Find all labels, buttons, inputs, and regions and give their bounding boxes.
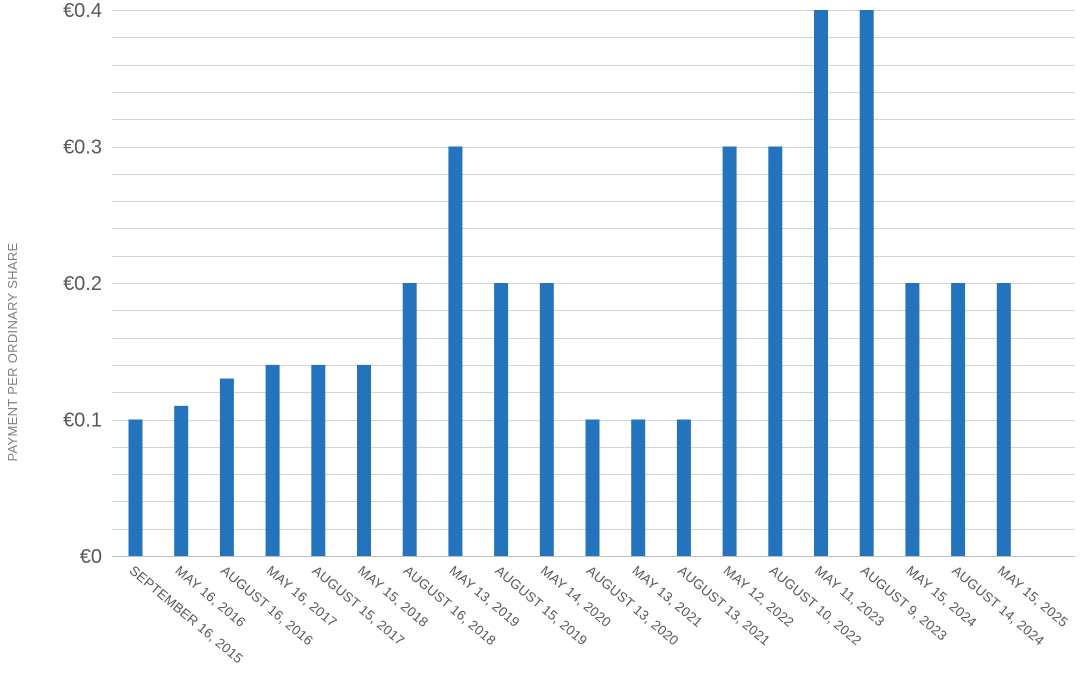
bar bbox=[814, 10, 828, 556]
bar bbox=[539, 283, 554, 556]
y-tick-label: €0 bbox=[80, 546, 102, 568]
bar bbox=[905, 283, 920, 556]
bar bbox=[676, 419, 691, 556]
bar bbox=[311, 364, 326, 556]
y-axis-title: PAYMENT PER ORDINARY SHARE bbox=[5, 242, 20, 461]
bar bbox=[722, 146, 737, 556]
bar bbox=[174, 405, 189, 556]
bar bbox=[219, 378, 234, 556]
bar bbox=[128, 419, 143, 556]
bar bbox=[265, 364, 280, 556]
bar bbox=[859, 10, 874, 556]
y-tick-label: €0.3 bbox=[63, 137, 102, 159]
bars bbox=[128, 10, 1011, 556]
y-tick-label: €0.2 bbox=[63, 273, 102, 295]
y-axis-tick-labels: €0 €0.1 €0.2 €0.3 €0.4 bbox=[63, 0, 102, 568]
bar bbox=[357, 364, 371, 556]
bar bbox=[585, 419, 600, 556]
bar bbox=[448, 146, 463, 556]
x-tick-label: AUGUST 9, 2023 bbox=[858, 563, 950, 644]
bar bbox=[996, 283, 1011, 556]
bar bbox=[494, 283, 509, 556]
y-tick-label: €0.1 bbox=[63, 410, 102, 432]
y-tick-label: €0.4 bbox=[63, 0, 102, 22]
bar bbox=[951, 283, 966, 556]
bar bbox=[402, 283, 417, 556]
bar bbox=[768, 146, 783, 556]
bar bbox=[631, 419, 646, 556]
